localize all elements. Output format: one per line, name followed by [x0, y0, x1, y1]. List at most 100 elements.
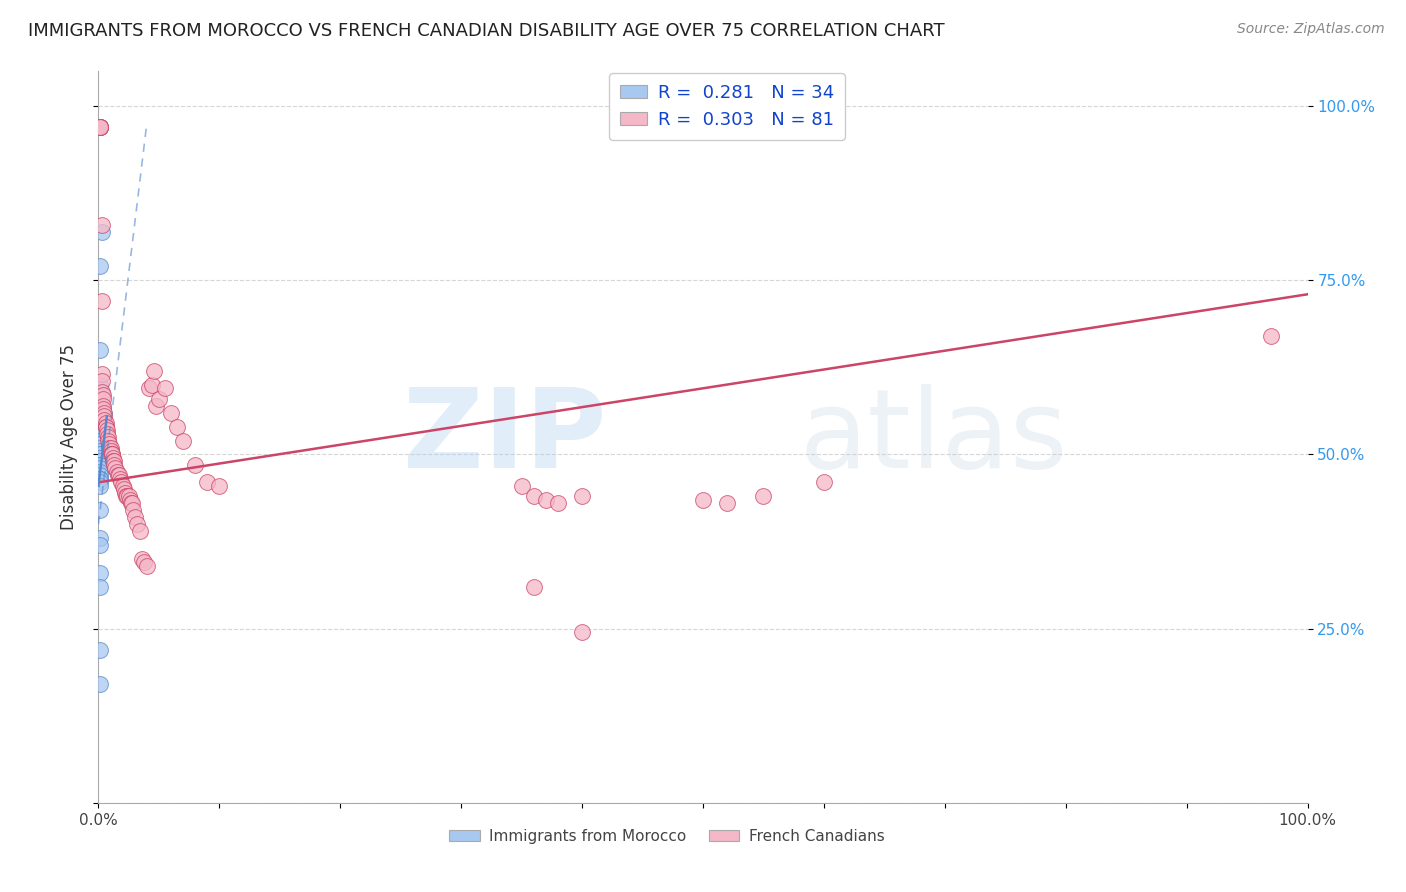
Point [89, 120, 111, 134]
Text: Source: ZipAtlas.com: Source: ZipAtlas.com [1237, 22, 1385, 37]
Point [118, 489, 141, 503]
Point [117, 489, 139, 503]
Point [89, 120, 111, 134]
Point [89, 580, 111, 594]
Point [89, 406, 111, 420]
Point [93, 409, 115, 424]
Point [571, 625, 593, 640]
Point [89, 120, 111, 134]
Text: IMMIGRANTS FROM MOROCCO VS FRENCH CANADIAN DISABILITY AGE OVER 75 CORRELATION CH: IMMIGRANTS FROM MOROCCO VS FRENCH CANADI… [28, 22, 945, 40]
Point [523, 580, 546, 594]
Point [89, 402, 111, 417]
Point [523, 489, 546, 503]
Point [118, 492, 141, 507]
Point [111, 479, 134, 493]
Point [101, 454, 124, 468]
Point [89, 475, 111, 490]
Point [89, 434, 111, 448]
Point [100, 448, 122, 462]
Point [195, 475, 218, 490]
Point [91, 399, 114, 413]
Point [104, 461, 127, 475]
Point [114, 485, 136, 500]
Point [89, 461, 111, 475]
Point [93, 412, 115, 426]
Point [120, 496, 142, 510]
Point [89, 419, 111, 434]
Point [172, 434, 194, 448]
Point [89, 450, 111, 465]
Point [89, 120, 111, 134]
Point [89, 677, 111, 691]
Point [94, 419, 117, 434]
Point [100, 441, 122, 455]
Point [208, 479, 231, 493]
Point [692, 492, 714, 507]
Point [89, 465, 111, 479]
Point [571, 489, 593, 503]
Point [89, 642, 111, 657]
Point [94, 419, 117, 434]
Point [135, 558, 157, 573]
Point [110, 475, 132, 490]
Point [100, 444, 122, 458]
Point [166, 419, 188, 434]
Point [103, 458, 125, 472]
Point [131, 552, 153, 566]
Point [91, 218, 114, 232]
Point [91, 402, 114, 417]
Point [89, 448, 111, 462]
Point [89, 468, 111, 483]
Point [91, 384, 114, 399]
Point [89, 448, 111, 462]
Point [89, 503, 111, 517]
Point [752, 489, 775, 503]
Point [97, 434, 120, 448]
Point [141, 377, 163, 392]
Point [108, 472, 131, 486]
Point [89, 479, 111, 493]
Point [89, 260, 111, 274]
Point [127, 517, 149, 532]
Point [89, 458, 111, 472]
Point [121, 496, 143, 510]
Point [96, 426, 118, 441]
Point [89, 377, 111, 392]
Point [98, 441, 121, 455]
Point [105, 465, 128, 479]
Point [160, 406, 183, 420]
Point [89, 566, 111, 580]
Point [89, 458, 111, 472]
Point [716, 496, 738, 510]
Point [89, 472, 111, 486]
Point [93, 406, 115, 420]
Point [97, 430, 120, 444]
Legend: Immigrants from Morocco, French Canadians: Immigrants from Morocco, French Canadian… [443, 822, 890, 850]
Point [103, 454, 125, 468]
Text: atlas: atlas [800, 384, 1069, 491]
Point [128, 524, 150, 538]
Point [98, 437, 121, 451]
Point [89, 538, 111, 552]
Point [184, 458, 207, 472]
Y-axis label: Disability Age Over 75: Disability Age Over 75 [59, 344, 77, 530]
Point [89, 120, 111, 134]
Point [89, 416, 111, 430]
Point [89, 444, 111, 458]
Text: ZIP: ZIP [404, 384, 606, 491]
Point [89, 437, 111, 451]
Point [115, 489, 138, 503]
Point [813, 475, 835, 490]
Point [91, 392, 114, 406]
Point [89, 531, 111, 545]
Point [100, 448, 122, 462]
Point [148, 392, 170, 406]
Point [108, 468, 131, 483]
Point [91, 225, 114, 239]
Point [134, 556, 156, 570]
Point [89, 120, 111, 134]
Point [89, 434, 111, 448]
Point [153, 381, 176, 395]
Point [143, 364, 166, 378]
Point [91, 368, 114, 382]
